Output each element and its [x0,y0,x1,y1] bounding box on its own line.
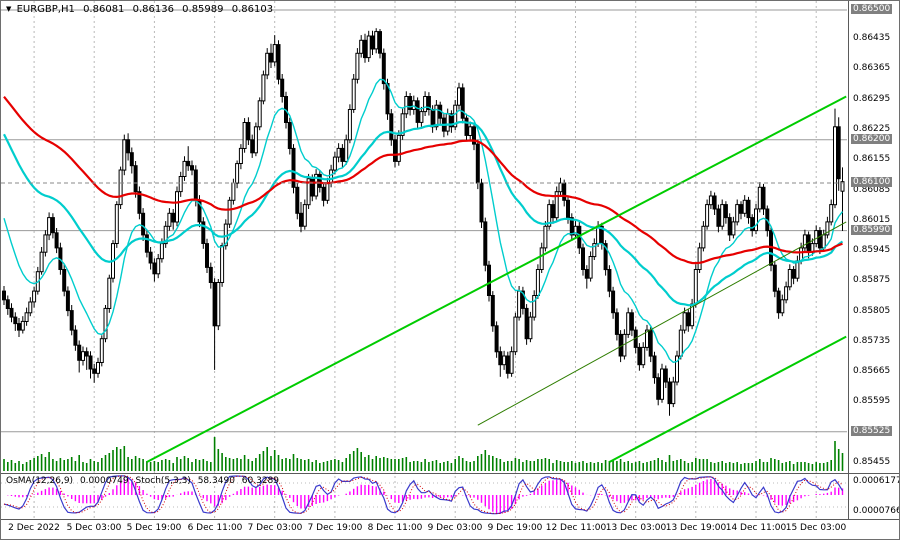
pane-separator-indicator [1,519,899,520]
price-tick-label: 0.85805 [853,306,891,316]
price-tick-label: 0.86225 [853,124,891,134]
symbol-timeframe-label: EURGBP,H1 [16,4,75,15]
price-tick-label: 0.85875 [853,275,891,285]
pane-separator-main[interactable] [1,473,899,474]
price-tick-label: 0.85455 [853,457,891,467]
quote-close-value: 0.86103 [231,4,274,15]
price-tick-label: 0.86365 [853,63,891,73]
time-label: 9 Dec 19:00 [487,523,543,533]
price-tick-label: 0.85945 [853,245,891,255]
osma-value: 0.0000749 [79,476,129,486]
time-label: 13 Dec 19:00 [665,523,727,533]
stoch-d-value: 60.3289 [241,476,280,486]
symbol-marker-icon: ▼ [6,5,12,13]
price-badge: 0.86200 [851,134,893,144]
price-tick-label: 0.85665 [853,366,891,376]
price-badge: 0.86100 [851,177,893,187]
time-label: 15 Dec 03:00 [785,523,847,533]
chart-plot-area[interactable] [1,1,847,519]
price-axis[interactable]: 0.86435 0.86365 0.86295 0.86225 0.86155 0.860… [850,1,899,473]
price-tick-label: 0.86015 [853,215,891,225]
time-label: 5 Dec 03:00 [66,523,122,533]
quote-low-value: 0.85989 [182,4,224,15]
indicator-axis-top-label: 0.0006177 [853,476,900,486]
quote-open-value: 0.86081 [83,4,125,15]
indicator-labels: OsMA(12,26,9) 0.0000749 Stoch(5,3,3) 58.… [6,476,283,486]
time-label: 8 Dec 11:00 [367,523,423,533]
price-tick-label: 0.86155 [853,154,891,164]
quote-high-value: 0.86136 [132,4,174,15]
time-label: 14 Dec 11:00 [725,523,787,533]
price-tick-label: 0.86295 [853,94,891,104]
time-label: 13 Dec 03:00 [605,523,667,533]
price-tick-label: 0.86435 [853,33,891,43]
price-tick-label: 0.86085 [853,185,891,195]
time-label: 7 Dec 03:00 [247,523,303,533]
time-label: 9 Dec 03:00 [427,523,483,533]
chart-quote-overlay: ▼ EURGBP,H1 0.86081 0.86136 0.85989 0.86… [6,4,278,15]
stoch-k-value: 58.3490 [197,476,235,486]
price-badge: 0.86500 [851,4,893,14]
axis-border-line [848,1,849,519]
price-tick-label: 0.85595 [853,396,891,406]
time-label: 6 Dec 11:00 [187,523,243,533]
price-badge: 0.85525 [851,426,893,436]
indicator-axis-bottom-label: 0.0000766 [853,506,900,516]
price-tick-label: 0.85735 [853,336,891,346]
time-axis[interactable]: 2 Dec 2022 5 Dec 03:00 5 Dec 19:00 6 Dec 11… [1,521,899,539]
indicator-axis[interactable]: 0.0006177 0.0000766 [850,473,899,519]
time-label: 2 Dec 2022 [8,523,60,533]
time-label: 7 Dec 19:00 [307,523,363,533]
time-label: 12 Dec 11:00 [545,523,607,533]
time-label: 5 Dec 19:00 [126,523,182,533]
stoch-label: Stoch(5,3,3) [135,476,191,486]
osma-label: OsMA(12,26,9) [6,476,74,486]
price-badge: 0.85990 [851,225,893,235]
